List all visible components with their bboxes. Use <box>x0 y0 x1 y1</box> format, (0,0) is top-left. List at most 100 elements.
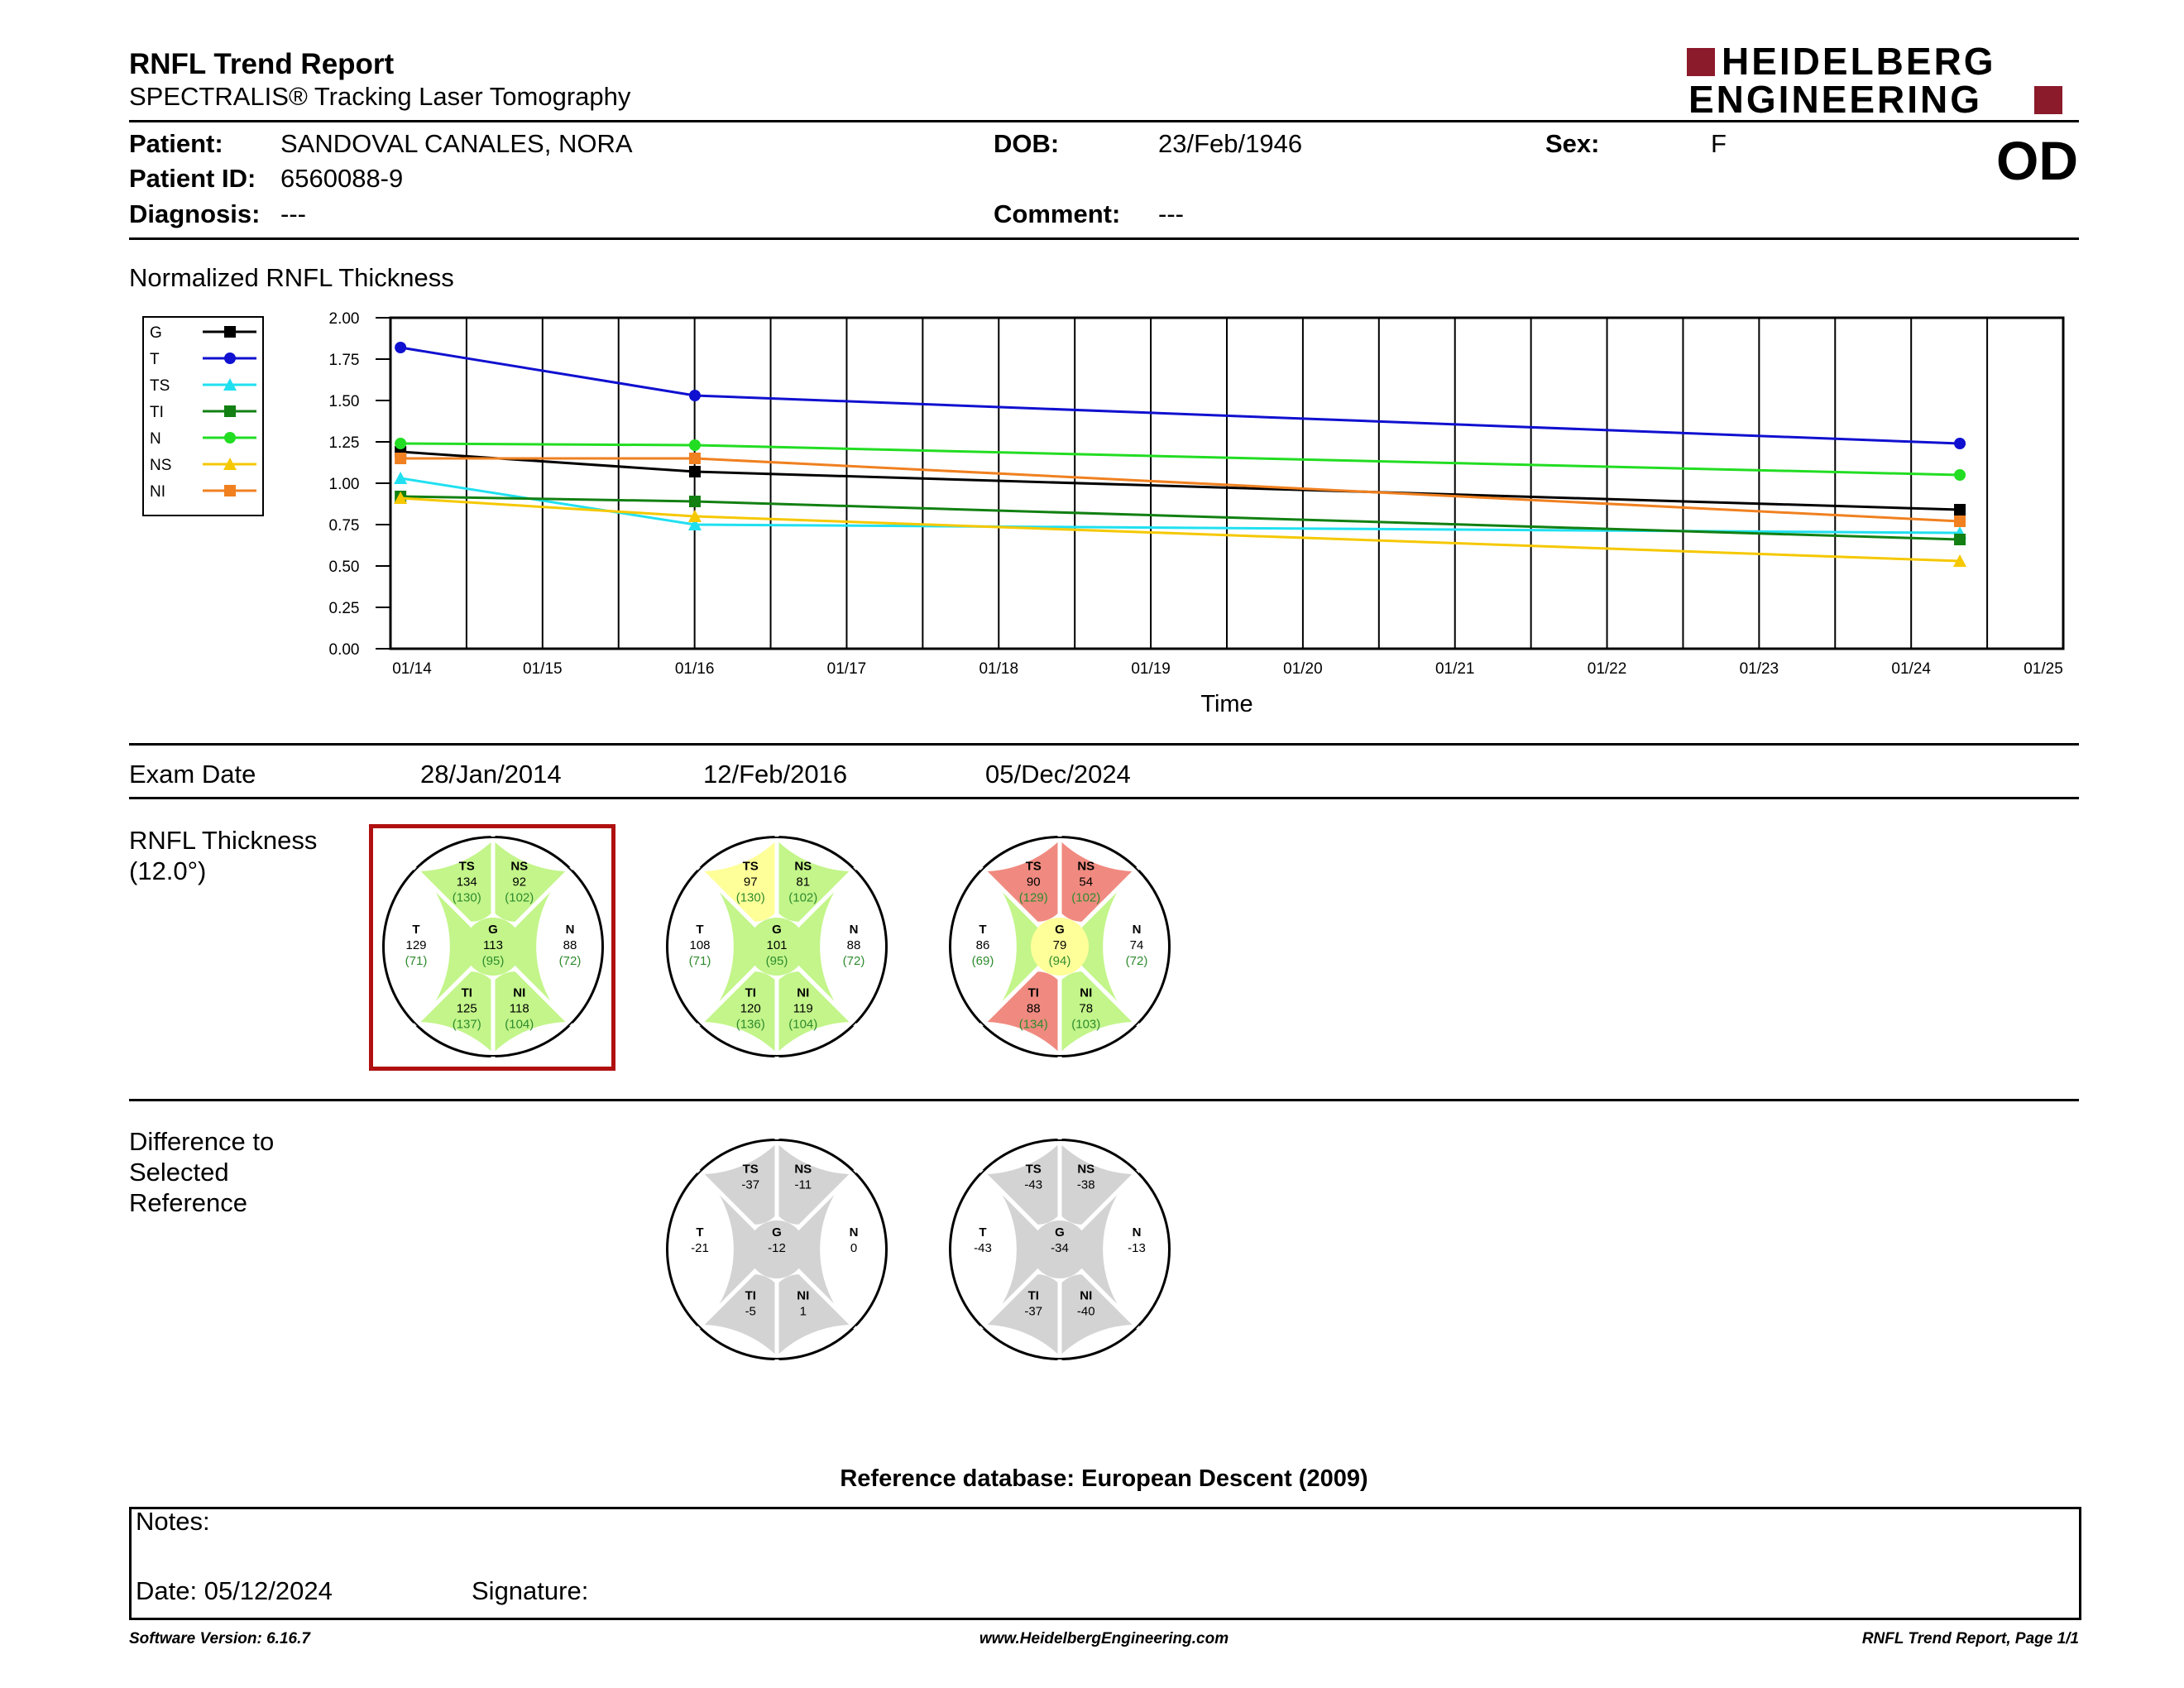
x-tick-label: 01/16 <box>675 660 715 678</box>
sector-diff-ns: -11 <box>794 1177 812 1192</box>
y-tick-label: 0.25 <box>329 600 360 617</box>
data-point <box>688 390 701 401</box>
sector-value-ts: 97 <box>744 875 758 889</box>
legend-marker <box>223 378 237 391</box>
sector-name-ts: TS <box>459 859 475 873</box>
data-point <box>1954 534 1966 545</box>
logo-square-top <box>1687 48 1715 76</box>
sector-value-ti: 125 <box>457 1002 477 1016</box>
legend-label: TI <box>150 404 164 421</box>
data-point <box>394 472 408 484</box>
sex-value: F <box>1711 129 1727 158</box>
sector-value-ni: 119 <box>793 1002 813 1016</box>
chart-rule <box>129 743 2079 746</box>
legend-label: T <box>150 351 160 368</box>
sector-name-t: T <box>979 923 986 937</box>
data-point <box>1954 516 1966 527</box>
y-tick-label: 0.75 <box>329 517 360 535</box>
sector-diff-ts: -37 <box>741 1177 759 1192</box>
sector-diff-ni: 1 <box>800 1305 807 1319</box>
sector-name-n: N <box>850 1225 859 1240</box>
legend-box <box>142 316 264 516</box>
sector-diff-n: -13 <box>1128 1241 1146 1255</box>
x-tick-label: 01/25 <box>2024 660 2063 678</box>
data-point <box>395 342 407 353</box>
sector-circles: G113(95)TS134(130)NS92(102)N88(72)NI118(… <box>382 832 1171 1364</box>
x-tick-label: 01/14 <box>392 660 432 678</box>
sector-normal-ti: (136) <box>736 1018 765 1032</box>
data-point <box>395 438 407 449</box>
thickness-label-line1: RNFL Thickness <box>129 826 318 855</box>
sector-value-t: 129 <box>405 938 426 952</box>
page-number: RNFL Trend Report, Page 1/1 <box>1861 1630 2079 1647</box>
data-point <box>1953 554 1967 567</box>
difference-circle-2: G-12 TS-37 NS-11 N0 NI 1 TI -5 T-21 <box>666 1134 888 1364</box>
chart-legend: GT TS TI N NS NI <box>142 316 264 516</box>
exam-rule <box>129 797 2079 799</box>
sector-diff-ns: -38 <box>1077 1177 1095 1192</box>
sector-diff-n: 0 <box>850 1241 857 1255</box>
sector-name-t: T <box>696 1225 703 1240</box>
sector-value-g: 101 <box>766 938 787 952</box>
legend-marker <box>224 485 236 496</box>
sector-name-ti: TI <box>1028 986 1039 1000</box>
diagnosis-label: Diagnosis: <box>129 199 261 228</box>
report-subtitle: SPECTRALIS® Tracking Laser Tomography <box>129 82 631 111</box>
sector-normal-ns: (102) <box>1071 890 1100 904</box>
x-tick-label: 01/15 <box>523 660 563 678</box>
sector-diff-g: -34 <box>1051 1241 1069 1255</box>
logo-text-top: HEIDELBERG <box>1722 40 1996 83</box>
notes-box[interactable] <box>129 1507 2081 1620</box>
y-tick-label: 2.00 <box>329 310 360 328</box>
series-t <box>395 342 1966 449</box>
sector-name-t: T <box>412 923 419 937</box>
sector-name-t: T <box>979 1225 986 1240</box>
y-tick-label: 1.25 <box>329 434 360 452</box>
trend-chart: 0.00 0.25 0.50 0.75 1.00 1.25 1.50 1.75 2.00 01/1… <box>142 310 2065 717</box>
sector-value-ti: 88 <box>1027 1002 1041 1016</box>
x-axis-title: Time <box>1200 691 1252 717</box>
sector-normal-ni: (104) <box>505 1018 534 1032</box>
logo-text-bottom: ENGINEERING <box>1688 78 1983 121</box>
sector-value-ni: 118 <box>510 1002 529 1016</box>
sector-value-ti: 120 <box>740 1002 761 1016</box>
difference-label-line2: Selected <box>129 1158 229 1187</box>
legend-marker <box>224 405 236 417</box>
data-point <box>1954 504 1966 516</box>
signature-label: Signature: <box>472 1576 589 1605</box>
sector-value-g: 113 <box>483 938 503 952</box>
legend-label: N <box>150 430 161 448</box>
sector-value-ni: 78 <box>1079 1002 1093 1016</box>
exam-date-1: 28/Jan/2014 <box>420 760 562 789</box>
selected-reference-frame[interactable] <box>369 824 615 1071</box>
comment-value: --- <box>1158 199 1184 228</box>
data-point <box>688 439 701 451</box>
sector-value-t: 86 <box>976 938 990 952</box>
eye-indicator: OD <box>1996 130 2078 191</box>
sector-diff-ts: -43 <box>1024 1177 1042 1192</box>
thickness-rule <box>129 1099 2079 1101</box>
sector-diff-t: -21 <box>691 1241 709 1255</box>
x-tick-label: 01/23 <box>1740 660 1779 678</box>
series-ni <box>395 453 1966 527</box>
x-tick-label: 01/17 <box>827 660 867 678</box>
sector-normal-ts: (129) <box>1019 890 1048 904</box>
x-tick-label: 01/19 <box>1131 660 1171 678</box>
sector-name-t: T <box>696 923 703 937</box>
website[interactable]: www.HeidelbergEngineering.com <box>979 1630 1229 1647</box>
sector-value-ts: 90 <box>1027 875 1041 889</box>
sector-normal-ni: (104) <box>788 1018 817 1032</box>
exam-date-label: Exam Date <box>129 760 256 789</box>
sector-g <box>1031 1220 1089 1278</box>
sector-value-n: 88 <box>563 938 577 952</box>
sector-g <box>748 918 806 976</box>
sector-normal-ni: (103) <box>1071 1018 1100 1032</box>
dob-value: 23/Feb/1946 <box>1158 129 1303 158</box>
y-tick-label: 0.50 <box>329 559 360 576</box>
sector-name-n: N <box>1133 923 1142 937</box>
circle-border <box>667 837 887 1057</box>
sector-name-ns: NS <box>794 1162 812 1176</box>
